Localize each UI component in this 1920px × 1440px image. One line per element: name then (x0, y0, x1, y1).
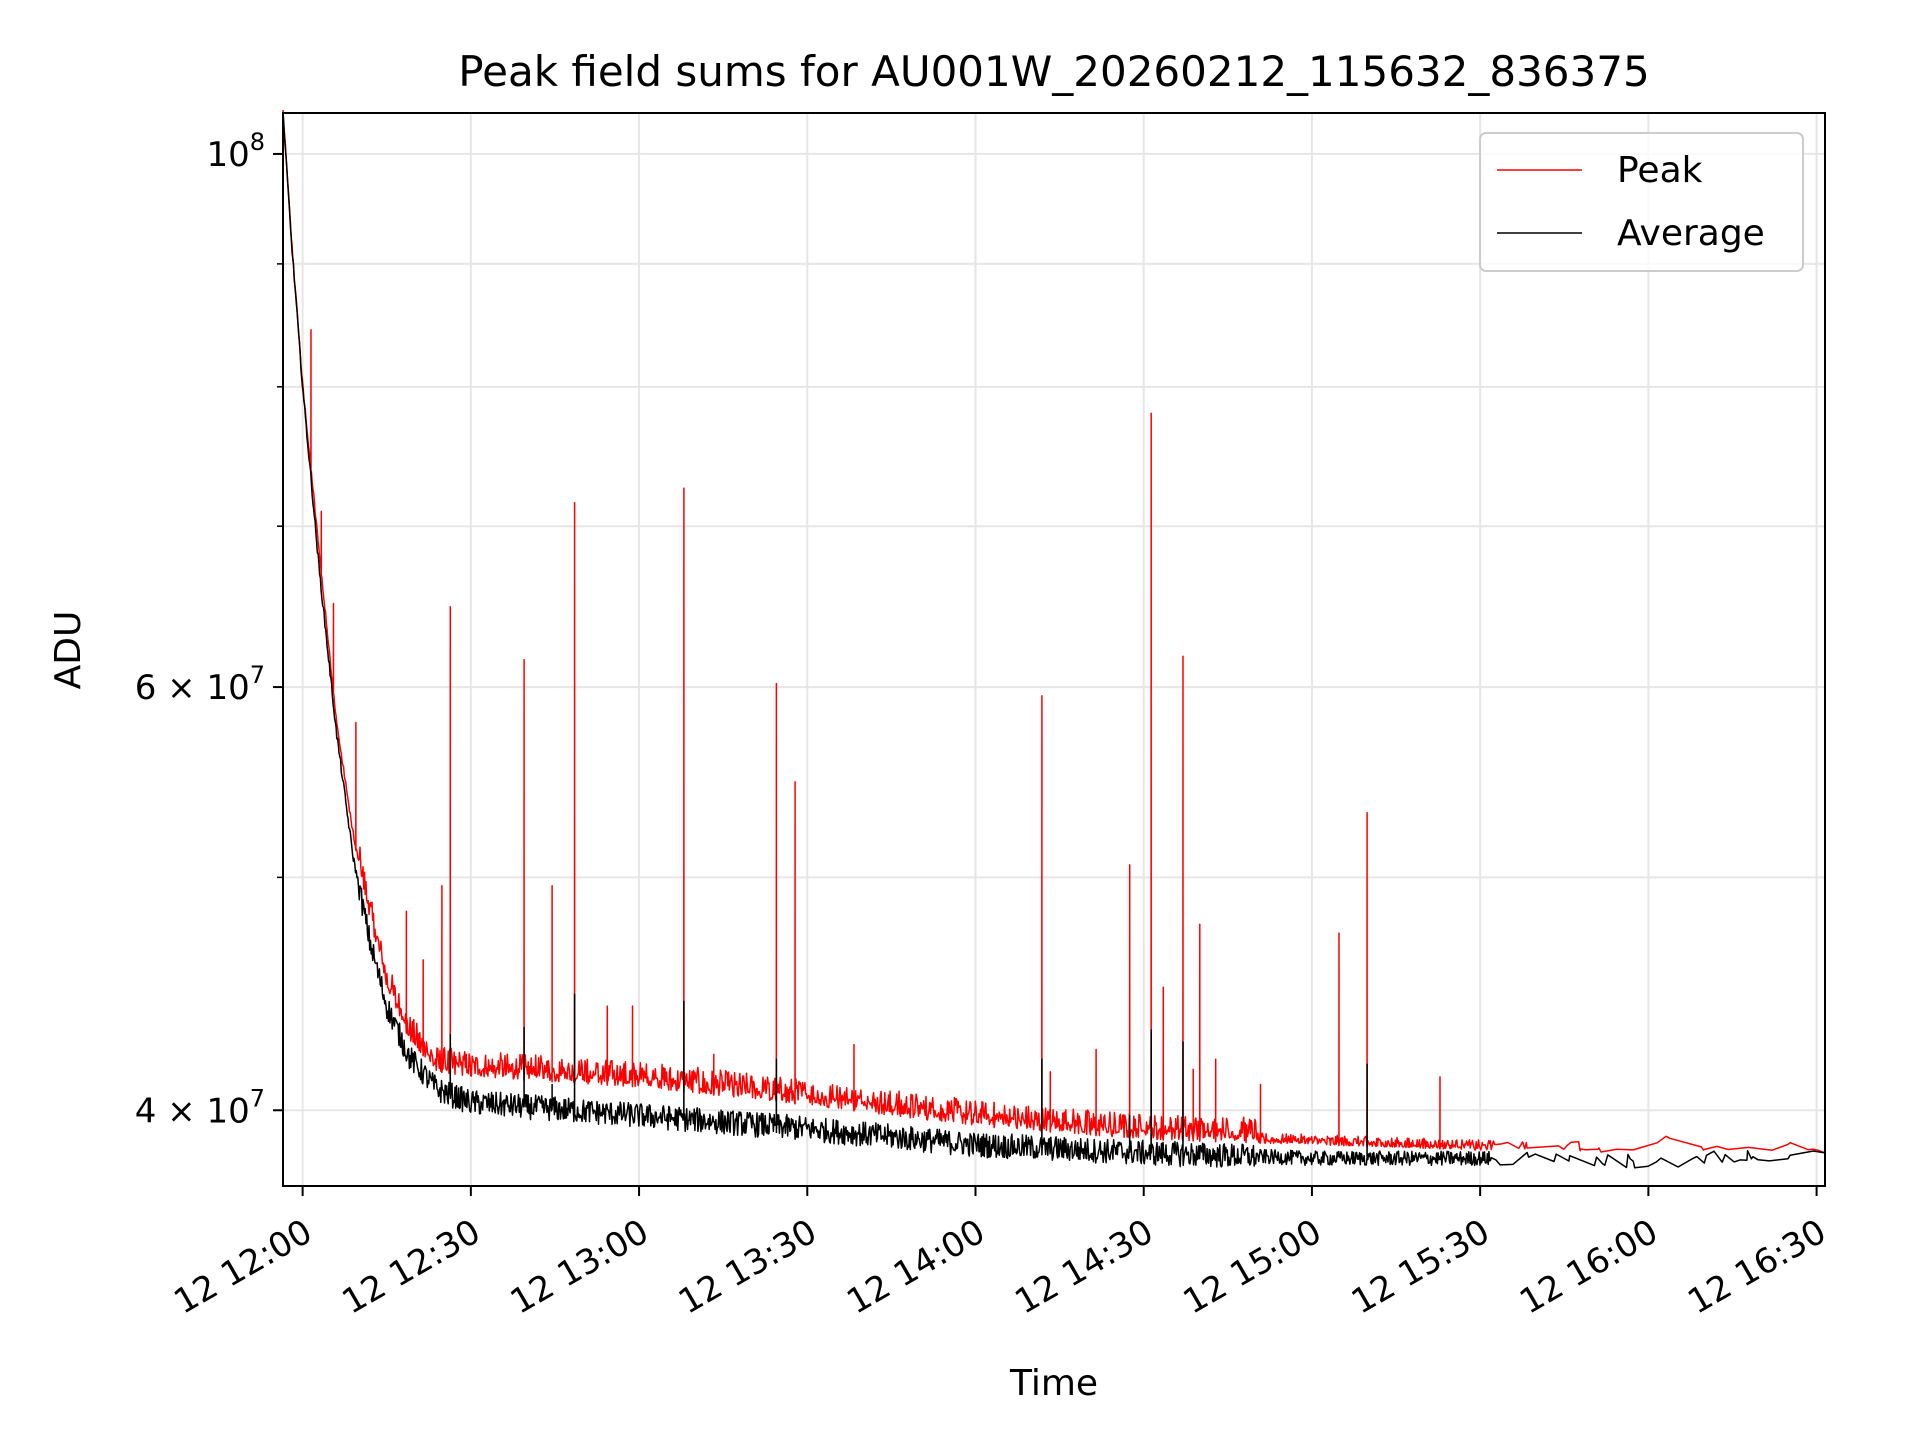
y-tick-label: 108 (206, 128, 265, 175)
series-line-peak (282, 109, 1826, 1154)
legend-box (1479, 132, 1804, 272)
legend-average-label: Average (1617, 213, 1765, 254)
legend-peak-label: Peak (1617, 150, 1703, 191)
plot-frame (282, 112, 1826, 1187)
plot-series (282, 109, 1826, 1169)
legend: Peak Average (1479, 132, 1804, 272)
series-line-average (282, 113, 1826, 1169)
x-axis-label: Time (1009, 1363, 1098, 1404)
chart-title: Peak field sums for AU001W_20260212_1156… (458, 47, 1649, 96)
y-tick-label: 4 × 107 (135, 1084, 265, 1131)
y-tick-label: 6 × 107 (135, 661, 265, 708)
y-axis-label: ADU (48, 611, 89, 690)
